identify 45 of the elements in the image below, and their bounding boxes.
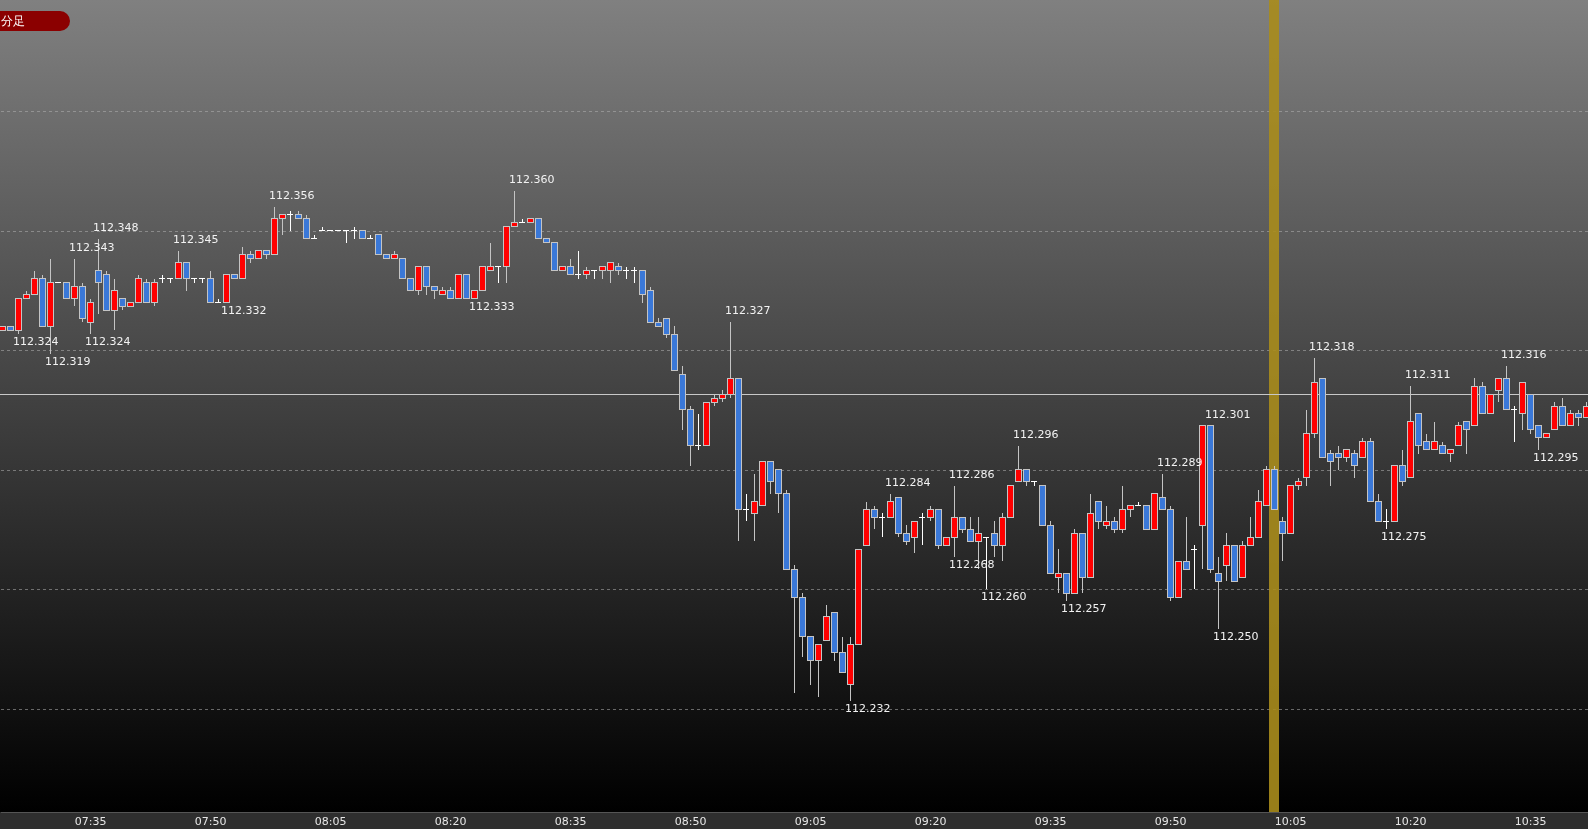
x-tick-label: 07:50	[194, 814, 227, 828]
annotation: 112.332	[221, 303, 267, 317]
annotation: 112.286	[949, 467, 995, 481]
annotation: 112.324	[85, 335, 131, 349]
candlestick	[518, 218, 526, 224]
x-tick-label: 09:35	[1034, 814, 1067, 828]
badge: 分足	[0, 11, 70, 31]
annotation: 112.311	[1405, 368, 1451, 382]
x-tick-label: 10:35	[1514, 814, 1547, 828]
x-tick-label: 07:35	[74, 814, 107, 828]
candlestick	[318, 226, 326, 232]
x-tick-label: 10:05	[1274, 814, 1307, 828]
x-tick-label: 09:20	[914, 814, 947, 828]
candlestick	[1510, 405, 1518, 443]
annotation: 112.284	[885, 475, 931, 489]
annotation: 112.250	[1213, 629, 1259, 643]
x-tick-label: 08:35	[554, 814, 587, 828]
annotation: 112.260	[981, 590, 1027, 604]
x-tick-label: 08:05	[314, 814, 347, 828]
annotation: 112.318	[1309, 340, 1355, 354]
candlestick	[1214, 556, 1222, 630]
x-tick-label: 10:20	[1394, 814, 1427, 828]
annotation: 112.345	[173, 232, 219, 246]
candlestick	[342, 230, 350, 244]
annotation: 112.296	[1013, 427, 1059, 441]
candlestick	[206, 270, 214, 304]
annotation: 112.360	[509, 173, 555, 187]
x-tick-label: 09:50	[1154, 814, 1187, 828]
annotation: 112.356	[269, 188, 315, 202]
annotation: 112.257	[1061, 602, 1107, 616]
x-tick-label: 08:50	[674, 814, 707, 828]
annotation: 112.316	[1501, 348, 1547, 362]
annotation: 112.333	[469, 299, 515, 313]
candlestick	[286, 210, 294, 232]
annotation: 112.275	[1381, 530, 1427, 544]
candlestick	[350, 226, 358, 240]
annotation: 112.348	[93, 220, 139, 234]
annotation: 112.232	[845, 701, 891, 715]
annotation: 112.301	[1205, 407, 1251, 421]
x-tick-label: 09:05	[794, 814, 827, 828]
annotation: 112.327	[725, 304, 771, 318]
candlestick	[582, 266, 590, 280]
annotation: 112.319	[45, 355, 91, 369]
annotation: 112.295	[1533, 450, 1579, 464]
x-tick-label: 08:20	[434, 814, 467, 828]
